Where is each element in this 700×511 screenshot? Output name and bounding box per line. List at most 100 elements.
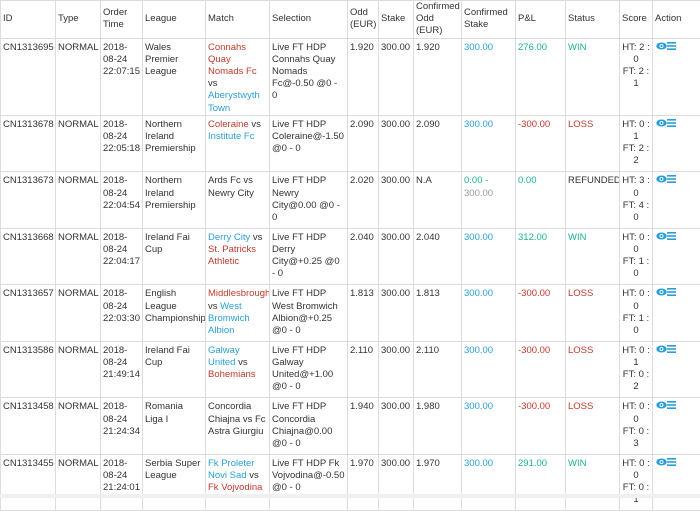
order-date: 2018-08-24 bbox=[103, 119, 127, 142]
list-icon[interactable] bbox=[667, 175, 676, 187]
table-header-row: ID Type Order Time League Match Selectio… bbox=[1, 1, 700, 39]
away-team[interactable]: Aberystwyth Town bbox=[208, 90, 260, 113]
col-pl[interactable]: P&L bbox=[516, 1, 566, 39]
profit-loss: -300.00 bbox=[516, 285, 566, 342]
bet-type: NORMAL bbox=[56, 115, 101, 172]
home-team[interactable]: Galway United bbox=[208, 345, 240, 368]
col-match[interactable]: Match bbox=[206, 1, 270, 39]
order-date: 2018-08-24 bbox=[103, 175, 127, 198]
eye-icon[interactable] bbox=[656, 288, 667, 300]
confirmed-stake: 300.00 bbox=[462, 38, 516, 115]
confirmed-stake: 300.00 bbox=[462, 341, 516, 398]
score-ht: HT: 0 : 1 bbox=[622, 345, 649, 368]
order-clock: 22:07:15 bbox=[103, 66, 140, 77]
home-team[interactable]: Fk Proleter Novi Sad bbox=[208, 458, 254, 481]
home-team[interactable]: Middlesbrough bbox=[208, 288, 270, 299]
home-team[interactable]: Connahs Quay Nomads Fc bbox=[208, 42, 257, 77]
score-ht: HT: 0 : 0 bbox=[622, 401, 649, 424]
away-team: Newry City bbox=[208, 188, 254, 199]
stake: 300.00 bbox=[379, 285, 414, 342]
list-icon[interactable] bbox=[667, 458, 676, 470]
col-confirmed-stake[interactable]: Confirmed Stake bbox=[462, 1, 516, 39]
bet-id: CN1313678 bbox=[1, 115, 56, 172]
order-clock: 21:24:34 bbox=[103, 426, 140, 437]
score-ft: FT: 1 : 0 bbox=[623, 313, 649, 336]
eye-icon[interactable] bbox=[656, 458, 667, 470]
col-status[interactable]: Status bbox=[566, 1, 620, 39]
stake: 300.00 bbox=[379, 398, 414, 455]
col-league[interactable]: League bbox=[143, 1, 206, 39]
confirmed-stake-value: 0.00 - bbox=[464, 175, 488, 186]
league: Wales Premier League bbox=[143, 38, 206, 115]
col-odd[interactable]: Odd (EUR) bbox=[348, 1, 379, 39]
eye-icon[interactable] bbox=[656, 175, 667, 187]
list-icon[interactable] bbox=[667, 119, 676, 131]
eye-icon[interactable] bbox=[656, 401, 667, 413]
order-date: 2018-08-24 bbox=[103, 458, 127, 481]
league: English League Championship bbox=[143, 285, 206, 342]
eye-icon[interactable] bbox=[656, 345, 667, 357]
confirmed-stake: 300.00 bbox=[462, 228, 516, 285]
list-icon[interactable] bbox=[667, 345, 676, 357]
selection: Live FT HDP Newry City@0.00 @0 - 0 bbox=[270, 172, 348, 229]
confirmed-stake-value: 300.00 bbox=[464, 119, 493, 130]
home-team[interactable]: Derry City bbox=[208, 232, 250, 243]
confirmed-odd: N.A bbox=[414, 172, 462, 229]
confirmed-odd: 2.090 bbox=[414, 115, 462, 172]
league: Ireland Fai Cup bbox=[143, 341, 206, 398]
league: Serbia Super League bbox=[143, 454, 206, 511]
bet-type: NORMAL bbox=[56, 285, 101, 342]
order-date: 2018-08-24 bbox=[103, 288, 127, 311]
col-order-time[interactable]: Order Time bbox=[101, 1, 143, 39]
col-id[interactable]: ID bbox=[1, 1, 56, 39]
bet-type: NORMAL bbox=[56, 172, 101, 229]
list-icon[interactable] bbox=[667, 401, 676, 413]
list-icon[interactable] bbox=[667, 232, 676, 244]
home-team[interactable]: Coleraine bbox=[208, 119, 249, 130]
selection: Live FT HDP Coleraine@-1.50 @0 - 0 bbox=[270, 115, 348, 172]
list-icon[interactable] bbox=[667, 42, 676, 54]
eye-icon[interactable] bbox=[656, 119, 667, 131]
vs-label: vs bbox=[253, 232, 263, 243]
odd: 2.090 bbox=[348, 115, 379, 172]
selection: Live FT HDP Fk Vojvodina@-0.50 @0 - 0 bbox=[270, 454, 348, 511]
away-team[interactable]: Bohemians bbox=[208, 369, 256, 380]
stake: 300.00 bbox=[379, 454, 414, 511]
action-cell bbox=[653, 454, 700, 511]
confirmed-stake: 300.00 bbox=[462, 454, 516, 511]
eye-icon[interactable] bbox=[656, 42, 667, 54]
col-stake[interactable]: Stake bbox=[379, 1, 414, 39]
confirmed-stake-value: 300.00 bbox=[464, 401, 493, 412]
col-type[interactable]: Type bbox=[56, 1, 101, 39]
score-ft: FT: 2 : 2 bbox=[623, 143, 649, 166]
list-icon[interactable] bbox=[667, 288, 676, 300]
status-badge: REFUNDED bbox=[566, 172, 620, 229]
vs-label: vs bbox=[249, 470, 259, 481]
vs-label: vs bbox=[238, 357, 248, 368]
confirmed-stake-original: 300.00 bbox=[464, 188, 493, 199]
away-team[interactable]: Fk Vojvodina bbox=[208, 482, 262, 493]
horizontal-scrollbar[interactable] bbox=[0, 494, 700, 498]
col-selection[interactable]: Selection bbox=[270, 1, 348, 39]
profit-loss: 0.00 bbox=[516, 172, 566, 229]
bet-id: CN1313673 bbox=[1, 172, 56, 229]
col-confirmed-odd[interactable]: Confirmed Odd (EUR) bbox=[414, 1, 462, 39]
odd: 2.020 bbox=[348, 172, 379, 229]
score-ht: HT: 0 : 0 bbox=[622, 458, 649, 481]
col-score[interactable]: Score bbox=[620, 1, 653, 39]
away-team[interactable]: St. Patricks Athletic bbox=[208, 244, 256, 267]
away-team[interactable]: Institute Fc bbox=[208, 131, 254, 142]
confirmed-odd: 1.970 bbox=[414, 454, 462, 511]
match: Middlesbrough vs West Bromwich Albion bbox=[206, 285, 270, 342]
eye-icon[interactable] bbox=[656, 232, 667, 244]
order-clock: 22:04:17 bbox=[103, 256, 140, 267]
